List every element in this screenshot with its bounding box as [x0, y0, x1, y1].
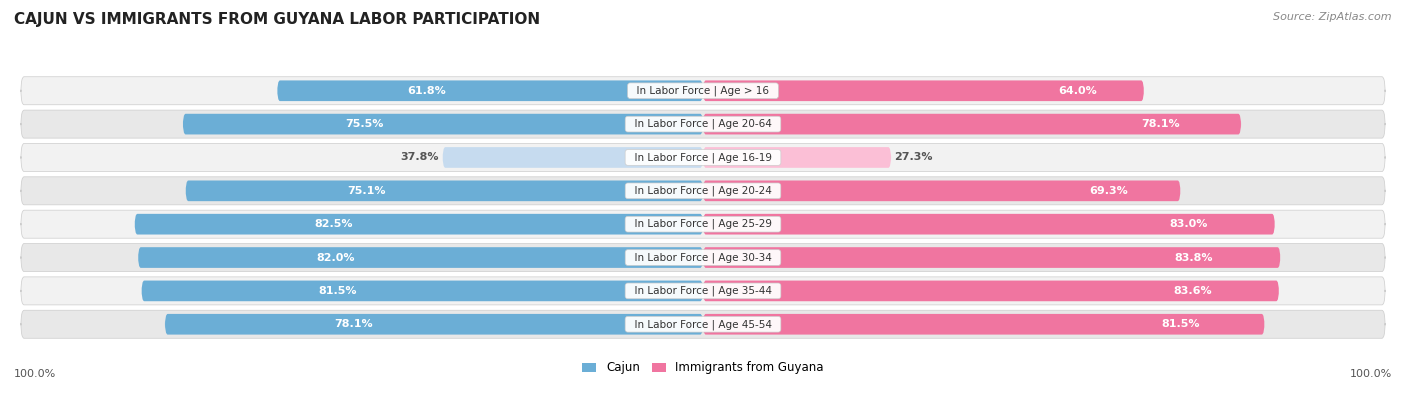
FancyBboxPatch shape — [21, 210, 1385, 238]
Text: 100.0%: 100.0% — [1350, 369, 1392, 379]
Text: 83.8%: 83.8% — [1174, 252, 1213, 263]
Text: 81.5%: 81.5% — [319, 286, 357, 296]
Text: In Labor Force | Age 45-54: In Labor Force | Age 45-54 — [627, 319, 779, 329]
FancyBboxPatch shape — [142, 280, 703, 301]
Text: 78.1%: 78.1% — [1142, 119, 1180, 129]
FancyBboxPatch shape — [135, 214, 703, 235]
FancyBboxPatch shape — [703, 114, 1241, 134]
FancyBboxPatch shape — [165, 314, 703, 335]
FancyBboxPatch shape — [703, 314, 1264, 335]
Text: 75.1%: 75.1% — [347, 186, 385, 196]
FancyBboxPatch shape — [703, 181, 1181, 201]
Text: 27.3%: 27.3% — [894, 152, 934, 162]
FancyBboxPatch shape — [703, 81, 1144, 101]
Text: In Labor Force | Age 20-64: In Labor Force | Age 20-64 — [628, 119, 778, 130]
FancyBboxPatch shape — [21, 77, 1385, 105]
FancyBboxPatch shape — [183, 114, 703, 134]
FancyBboxPatch shape — [277, 81, 703, 101]
FancyBboxPatch shape — [186, 181, 703, 201]
Text: 81.5%: 81.5% — [1161, 319, 1199, 329]
FancyBboxPatch shape — [21, 277, 1385, 305]
Text: 37.8%: 37.8% — [401, 152, 439, 162]
FancyBboxPatch shape — [703, 214, 1275, 235]
FancyBboxPatch shape — [138, 247, 703, 268]
Legend: Cajun, Immigrants from Guyana: Cajun, Immigrants from Guyana — [579, 357, 827, 378]
Text: 82.5%: 82.5% — [315, 219, 353, 229]
Text: 83.6%: 83.6% — [1173, 286, 1212, 296]
Text: CAJUN VS IMMIGRANTS FROM GUYANA LABOR PARTICIPATION: CAJUN VS IMMIGRANTS FROM GUYANA LABOR PA… — [14, 12, 540, 27]
Text: 75.5%: 75.5% — [346, 119, 384, 129]
FancyBboxPatch shape — [443, 147, 703, 168]
FancyBboxPatch shape — [21, 244, 1385, 271]
FancyBboxPatch shape — [703, 147, 891, 168]
Text: 100.0%: 100.0% — [14, 369, 56, 379]
FancyBboxPatch shape — [703, 247, 1281, 268]
FancyBboxPatch shape — [21, 110, 1385, 138]
FancyBboxPatch shape — [21, 177, 1385, 205]
Text: 82.0%: 82.0% — [316, 252, 356, 263]
Text: In Labor Force | Age 20-24: In Labor Force | Age 20-24 — [628, 186, 778, 196]
Text: 78.1%: 78.1% — [335, 319, 373, 329]
FancyBboxPatch shape — [21, 143, 1385, 171]
Text: In Labor Force | Age 30-34: In Labor Force | Age 30-34 — [628, 252, 778, 263]
Text: In Labor Force | Age 16-19: In Labor Force | Age 16-19 — [627, 152, 779, 163]
Text: 64.0%: 64.0% — [1059, 86, 1097, 96]
Text: 69.3%: 69.3% — [1090, 186, 1128, 196]
Text: In Labor Force | Age 25-29: In Labor Force | Age 25-29 — [627, 219, 779, 229]
FancyBboxPatch shape — [21, 310, 1385, 338]
Text: Source: ZipAtlas.com: Source: ZipAtlas.com — [1274, 12, 1392, 22]
Text: In Labor Force | Age > 16: In Labor Force | Age > 16 — [630, 85, 776, 96]
Text: 83.0%: 83.0% — [1170, 219, 1208, 229]
Text: In Labor Force | Age 35-44: In Labor Force | Age 35-44 — [627, 286, 779, 296]
FancyBboxPatch shape — [703, 280, 1279, 301]
Text: 61.8%: 61.8% — [406, 86, 446, 96]
